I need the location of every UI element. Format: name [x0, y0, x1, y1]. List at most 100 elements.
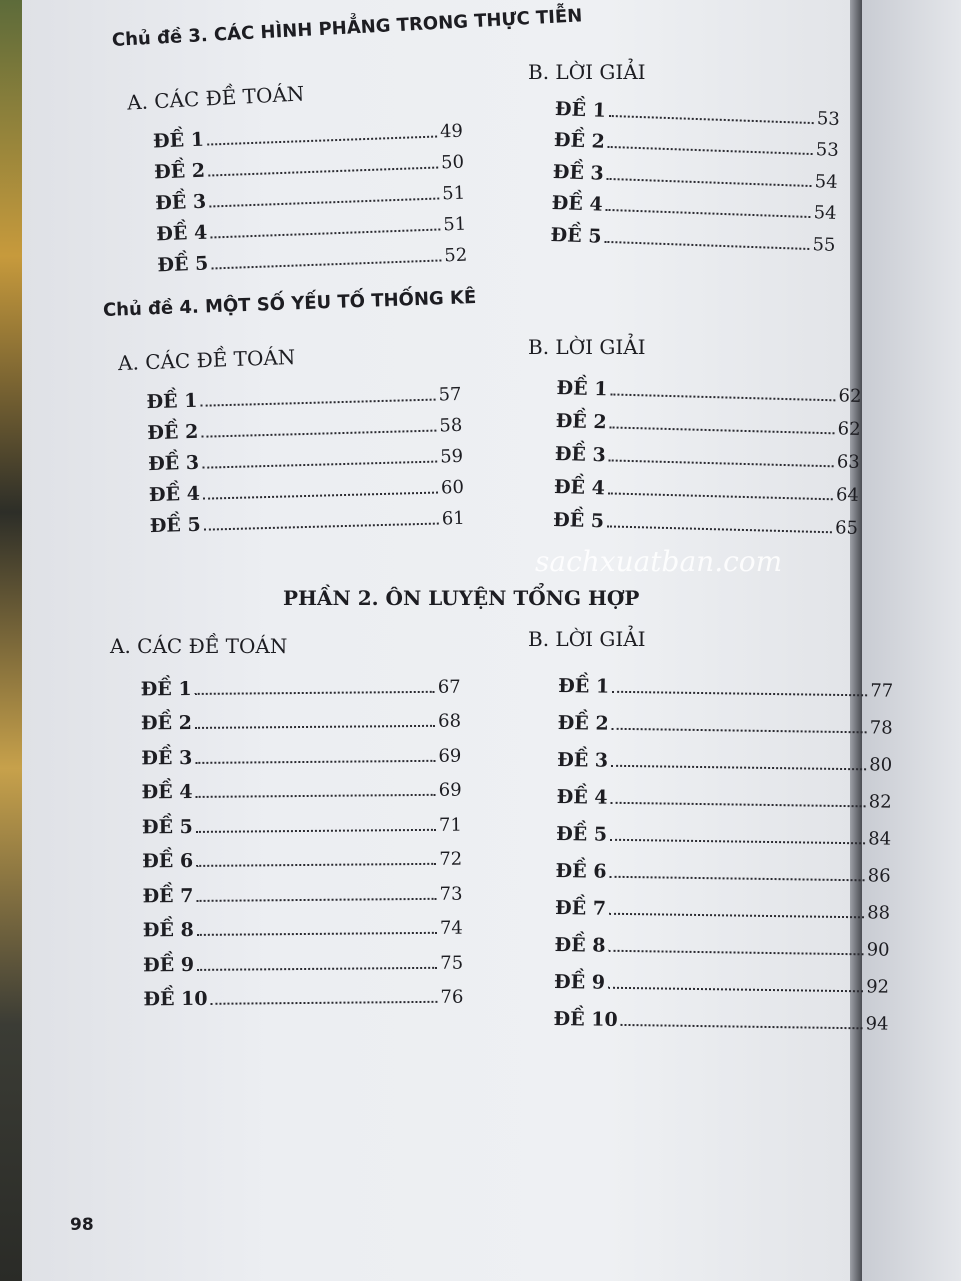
toc-entry-page: 82 [868, 791, 892, 813]
toc-entry-page: 76 [440, 986, 464, 1008]
toc-entry-page: 69 [438, 779, 462, 801]
toc-entry-label: ĐỀ 3 [141, 746, 193, 769]
dot-leader [606, 525, 833, 534]
toc-entry-label: ĐỀ 5 [550, 223, 602, 248]
dot-leader [607, 492, 833, 501]
toc-entry-page: 73 [439, 883, 463, 905]
dot-leader [620, 1023, 863, 1030]
toc-entry-label: ĐỀ 2 [153, 159, 206, 184]
toc-entry-page: 54 [814, 170, 839, 193]
toc-entry-page: 92 [865, 976, 890, 998]
toc-entry-page: 62 [837, 418, 861, 440]
dot-leader [604, 240, 810, 250]
toc-entry: ĐỀ 5 84 [556, 808, 891, 850]
toc-entry-label: ĐỀ 4 [553, 475, 606, 500]
toc-entry-page: 62 [838, 385, 862, 408]
toc-entry-label: ĐỀ 3 [557, 749, 609, 772]
toc-entry-label: ĐỀ 2 [140, 711, 193, 735]
toc-entry-label: ĐỀ 8 [142, 918, 194, 942]
toc-entry-label: ĐỀ 5 [141, 815, 193, 838]
toc-entry: ĐỀ 1 67 [141, 663, 461, 700]
toc-entry-label: ĐỀ 3 [147, 451, 200, 476]
watermark: sachxuatban.com [535, 545, 783, 578]
toc-entry: ĐỀ 2 68 [140, 697, 461, 735]
toc-entry: ĐỀ 9 92 [554, 956, 889, 998]
dot-leader [609, 426, 835, 435]
toc-entry-page: 78 [869, 717, 893, 739]
part2-a-list: ĐỀ 1 67 ĐỀ 2 68 ĐỀ 3 69 ĐỀ 4 69 ĐỀ 5 71 ĐỀ 6 72 ĐỀ 7… [140, 663, 464, 1011]
toc-entry-label: ĐỀ 4 [148, 482, 201, 507]
toc-entry-label: ĐỀ 4 [141, 780, 193, 804]
toc-entry-page: 49 [439, 120, 464, 143]
part2-b-list: ĐỀ 1 77 ĐỀ 2 78 ĐỀ 3 80 ĐỀ 4 82 ĐỀ 5 84 ĐỀ 6 86 ĐỀ 7… [553, 660, 893, 1035]
toc-entry-label: ĐỀ 5 [552, 508, 605, 533]
toc-entry: ĐỀ 3 80 [557, 734, 892, 776]
toc-entry-page: 80 [869, 754, 893, 776]
toc-entry-page: 64 [835, 484, 860, 506]
toc-entry-page: 52 [443, 244, 468, 267]
toc-entry-label: ĐỀ 3 [154, 190, 207, 215]
dot-leader [203, 522, 439, 531]
toc-entry-label: ĐỀ 2 [553, 129, 606, 153]
toc-entry-page: 60 [440, 476, 465, 499]
toc-entry-label: ĐỀ 1 [554, 97, 607, 122]
dot-leader [609, 875, 865, 882]
toc-entry-label: ĐỀ 9 [143, 953, 195, 976]
toc-entry-label: ĐỀ 6 [555, 859, 607, 883]
toc-entry: ĐỀ 5 71 [142, 801, 462, 838]
toc-entry-page: 86 [867, 865, 891, 887]
toc-entry: ĐỀ 7 88 [555, 882, 890, 924]
toc-entry-label: ĐỀ 1 [152, 128, 205, 153]
toc-entry-page: 71 [438, 814, 462, 836]
part2-title: PHẦN 2. ÔN LUYỆN TỔNG HỢP [283, 586, 640, 610]
toc-entry-page: 53 [816, 107, 841, 130]
topic3-a-list: ĐỀ 1 49 ĐỀ 2 50 ĐỀ 3 51 ĐỀ 4 51 ĐỀ 5 52 [152, 111, 468, 277]
dot-leader [196, 897, 437, 902]
toc-entry: ĐỀ 8 90 [554, 919, 889, 961]
toc-entry-label: ĐỀ 7 [554, 896, 607, 920]
toc-entry: ĐỀ 9 75 [143, 939, 463, 976]
toc-entry-page: 51 [442, 213, 467, 236]
toc-entry-label: ĐỀ 8 [554, 933, 606, 957]
toc-entry-label: ĐỀ 1 [140, 677, 192, 700]
toc-entry: ĐỀ 10 94 [553, 993, 888, 1035]
topic3-b-title: B. LỜI GIẢI [528, 60, 646, 84]
toc-entry-label: ĐỀ 4 [551, 191, 604, 216]
toc-entry: ĐỀ 3 69 [141, 732, 461, 769]
part2-a-title: A. CÁC ĐỀ TOÁN [110, 634, 288, 658]
toc-entry: ĐỀ 4 69 [141, 766, 462, 804]
toc-entry-label: ĐỀ 2 [557, 712, 609, 735]
next-page [862, 0, 961, 1281]
topic4-b-list: ĐỀ 1 62 ĐỀ 2 62 ĐỀ 3 63 ĐỀ 4 64 ĐỀ 5 65 [553, 366, 862, 539]
dot-leader [610, 801, 866, 808]
toc-entry-label: ĐỀ 2 [147, 420, 199, 445]
toc-entry: ĐỀ 8 74 [142, 904, 463, 942]
toc-entry: ĐỀ 6 72 [142, 835, 462, 873]
toc-entry: ĐỀ 6 86 [555, 845, 890, 887]
toc-entry-page: 69 [438, 745, 462, 767]
toc-entry-page: 90 [866, 939, 890, 961]
dot-leader [611, 764, 867, 771]
dot-leader [195, 793, 436, 798]
toc-entry-page: 63 [836, 451, 861, 473]
dot-leader [611, 727, 867, 734]
book-page [22, 0, 857, 1281]
toc-entry-page: 50 [440, 151, 465, 174]
book-spine-shadow [850, 0, 862, 1281]
toc-entry-label: ĐỀ 5 [556, 823, 608, 846]
toc-entry-label: ĐỀ 5 [157, 252, 209, 277]
toc-entry-page: 61 [441, 507, 465, 530]
toc-entry-page: 51 [441, 182, 466, 205]
toc-entry-page: 55 [812, 233, 836, 256]
topic4-b-title: B. LỜI GIẢI [528, 335, 646, 359]
toc-entry-page: 53 [815, 139, 840, 161]
toc-entry-page: 94 [865, 1013, 889, 1035]
dot-leader [194, 690, 435, 695]
dot-leader [195, 759, 436, 764]
toc-entry-page: 75 [440, 952, 464, 974]
toc-entry-page: 54 [813, 202, 837, 224]
book-edge-left [0, 0, 22, 1281]
toc-entry-label: ĐỀ 4 [155, 221, 208, 246]
toc-entry-label: ĐỀ 10 [143, 987, 208, 1011]
toc-entry-page: 88 [867, 902, 891, 924]
